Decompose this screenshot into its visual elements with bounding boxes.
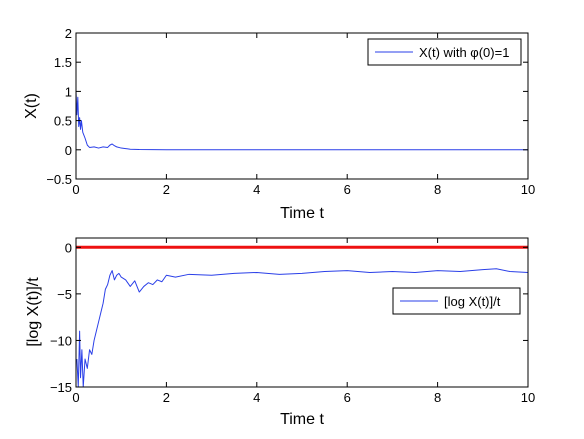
- y-tick-label: −0.5: [46, 172, 72, 187]
- y-tick-label: −5: [57, 287, 72, 302]
- y-tick-label: 1.5: [54, 55, 72, 70]
- x-tick-label: 8: [434, 182, 441, 197]
- series-line-top: [75, 91, 528, 151]
- y-tick-label: 0.5: [54, 114, 72, 129]
- plot-area-frame-top: [75, 32, 529, 180]
- chart-top: 0 2 4 6 8 10−0.500.511.52 Time t X(t) X(t) wi…: [23, 26, 535, 222]
- x-tick-label: 8: [434, 390, 441, 405]
- x-tick-label: 6: [344, 182, 351, 197]
- series-line-bottom: [76, 268, 529, 388]
- x-axis-label-bottom: Time t: [280, 411, 324, 428]
- y-tick-label: 1: [65, 84, 72, 99]
- x-tick-label: 10: [521, 390, 535, 405]
- legend-box-top: [367, 38, 522, 66]
- legend-label-bottom: [log X(t)]/t: [444, 294, 501, 309]
- y-tick-label: −10: [50, 333, 72, 348]
- x-tick-label: 10: [521, 182, 535, 197]
- chart-bottom: 0 2 4 6 8 10 −15 −10 −5 0 Time t [log X(t)]/t [lo…: [25, 237, 535, 428]
- x-tick-label: 2: [163, 182, 170, 197]
- x-tick-label: 0: [72, 182, 79, 197]
- y-tick-label: 2: [65, 26, 72, 41]
- plot-area-frame-bottom: [75, 237, 529, 388]
- y-axis-label-top: X(t): [23, 93, 40, 119]
- x-axis-label-top: Time t: [280, 205, 324, 222]
- x-tick-label: 2: [163, 390, 170, 405]
- legend-bottom: [log X(t)]/t: [392, 287, 521, 315]
- x-tick-label: 6: [344, 390, 351, 405]
- legend-label-top: X(t) with φ(0)=1: [419, 45, 509, 60]
- y-tick-label: −15: [50, 380, 72, 395]
- y-tick-label: 0: [65, 240, 72, 255]
- legend-top: X(t) with φ(0)=1: [367, 38, 522, 66]
- y-tick-label: 0: [65, 143, 72, 158]
- x-tick-label: 4: [253, 182, 260, 197]
- x-tick-label: 0: [72, 390, 79, 405]
- y-axis-label-bottom: [log X(t)]/t: [25, 277, 42, 347]
- x-tick-label: 4: [253, 390, 260, 405]
